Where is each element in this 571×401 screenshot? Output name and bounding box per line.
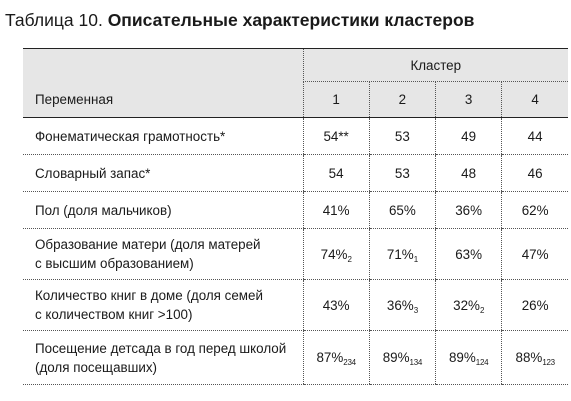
header-cluster: Кластер	[302, 48, 569, 82]
cell-cluster-2: 36%3	[368, 279, 436, 331]
cell-value: 63%	[455, 246, 483, 262]
header-cluster-4: 4	[501, 81, 569, 118]
cell-cluster-1: 87%234	[302, 330, 370, 385]
row-label-line: Фонематическая грамотность*	[35, 128, 226, 144]
cell-value: 44	[527, 128, 543, 144]
cell-cluster-2: 53	[368, 154, 436, 192]
table-row: Образование матери (доля матерей с высшим…	[23, 228, 569, 280]
table-row: Количество книг в доме (доля семей с коли…	[23, 279, 569, 331]
table-caption: Описательные характеристики кластеров	[107, 10, 475, 30]
significance-subscript: 234	[343, 358, 356, 367]
cell-cluster-3: 89%124	[434, 330, 502, 385]
cell-value: 53	[394, 128, 410, 144]
cell-value: 54	[328, 165, 344, 181]
row-label-line: Посещение детсада в год перед школой	[35, 340, 287, 356]
row-label: Пол (доля мальчиков)	[23, 191, 303, 229]
cell-value: 87%	[316, 350, 344, 365]
row-label-line: с высшим образованием)	[35, 256, 194, 271]
cell-cluster-1: 54	[302, 154, 370, 192]
significance-subscript: 1	[413, 254, 418, 264]
header-cluster-1: 1	[302, 81, 370, 118]
row-label: Словарный запас*	[23, 154, 303, 192]
row-label-line: Словарный запас*	[35, 165, 151, 181]
cell-value: 71%	[386, 246, 414, 262]
table-row: Фонематическая грамотность* 54** 53 49 44	[23, 117, 569, 155]
cell-cluster-3: 32%2	[434, 279, 502, 331]
header-blank	[23, 48, 303, 82]
row-label-line: Пол (доля мальчиков)	[35, 202, 172, 218]
cell-cluster-3: 63%	[434, 228, 502, 280]
cell-cluster-3: 49	[434, 117, 502, 155]
cell-cluster-4: 26%	[501, 279, 569, 331]
cell-value: 36%	[386, 297, 414, 313]
significance-subscript: 124	[475, 358, 489, 367]
header-cluster-2: 2	[368, 81, 436, 118]
cell-cluster-1: 74%2	[302, 228, 370, 280]
clusters-table: Кластер Переменная 1 2 3 4 Фонематическа…	[23, 48, 569, 385]
cell-value: 48	[461, 165, 477, 181]
cell-cluster-2: 65%	[368, 191, 436, 229]
table-title: Таблица 10. Описательные характеристики …	[5, 10, 474, 31]
cell-value: 54**	[323, 128, 349, 144]
row-label: Количество книг в доме (доля семей с коли…	[23, 279, 303, 331]
significance-subscript: 134	[409, 358, 423, 367]
table-row: Пол (доля мальчиков) 41% 65% 36% 62%	[23, 191, 569, 229]
cell-cluster-2: 53	[368, 117, 436, 155]
header-variable: Переменная	[23, 81, 303, 118]
cell-cluster-4: 47%	[501, 228, 569, 280]
cell-cluster-4: 44	[501, 117, 569, 155]
cell-value: 89%	[448, 350, 476, 365]
cell-cluster-2: 89%134	[368, 330, 436, 385]
cell-value: 49	[461, 128, 477, 144]
table-number: Таблица 10.	[5, 10, 103, 30]
cell-value: 65%	[388, 202, 416, 218]
row-label-line: (доля посещавших)	[35, 359, 158, 375]
cell-value: 46	[527, 165, 543, 181]
cell-value: 32%	[453, 297, 480, 313]
cell-value: 88%	[515, 350, 543, 365]
cell-value: 74%	[320, 246, 348, 262]
cell-cluster-4: 62%	[501, 191, 569, 229]
table-row: Словарный запас* 54 53 48 46	[23, 154, 569, 192]
cell-value: 53	[394, 165, 410, 181]
cell-value: 62%	[521, 202, 549, 218]
row-label-line: Образование матери (доля матерей	[35, 237, 261, 252]
header-cluster-3: 3	[434, 81, 502, 118]
cell-value: 89%	[382, 350, 410, 365]
table-row: Посещение детсада в год перед школой (дол…	[23, 330, 569, 385]
row-label: Фонематическая грамотность*	[23, 117, 303, 155]
cell-value: 26%	[521, 297, 549, 313]
cell-cluster-3: 36%	[434, 191, 502, 229]
cell-cluster-2: 71%1	[368, 228, 436, 280]
row-label: Посещение детсада в год перед школой (дол…	[23, 330, 303, 385]
cell-cluster-1: 41%	[302, 191, 370, 229]
cell-cluster-3: 48	[434, 154, 502, 192]
cell-cluster-1: 43%	[302, 279, 370, 331]
row-label-line: Количество книг в доме (доля семей	[35, 288, 263, 303]
row-label-line: с количеством книг >100)	[35, 307, 193, 322]
cell-value: 41%	[322, 202, 350, 218]
significance-subscript: 123	[542, 358, 555, 367]
cell-cluster-1: 54**	[302, 117, 370, 155]
row-label: Образование матери (доля матерей с высшим…	[23, 228, 303, 280]
significance-subscript: 3	[413, 305, 418, 315]
cell-value: 43%	[322, 297, 350, 313]
significance-subscript: 2	[347, 254, 352, 264]
significance-subscript: 2	[479, 305, 485, 315]
cell-value: 47%	[521, 246, 549, 262]
cell-cluster-4: 46	[501, 154, 569, 192]
cell-cluster-4: 88%123	[501, 330, 569, 385]
cell-value: 36%	[455, 202, 483, 218]
